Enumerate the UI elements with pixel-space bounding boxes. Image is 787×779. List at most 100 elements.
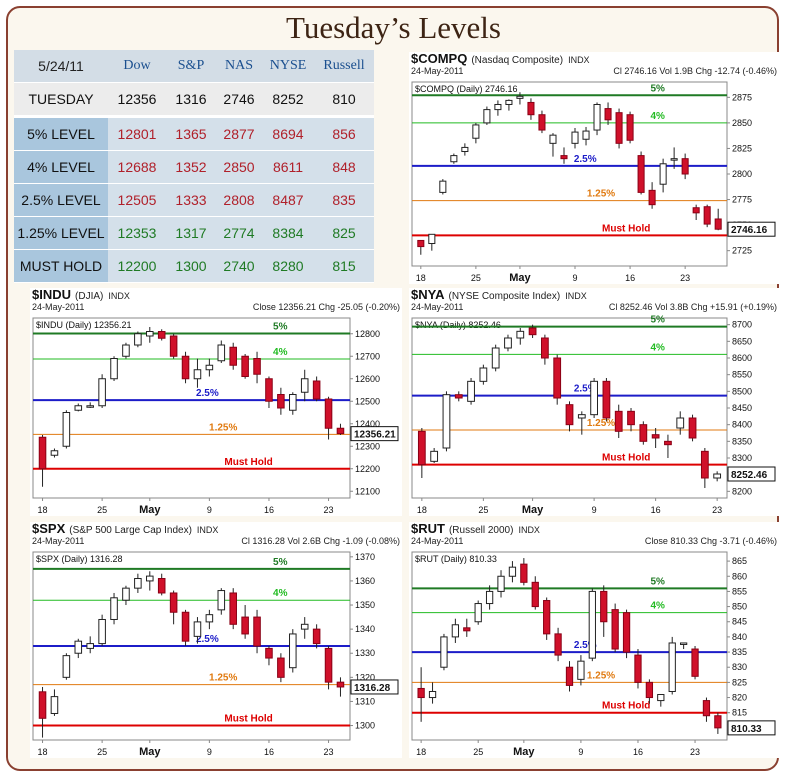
candle	[615, 112, 623, 144]
row-label: 1.25% LEVEL	[14, 216, 108, 250]
candle	[312, 380, 321, 400]
level-label: 2.5%	[196, 634, 219, 645]
chart-nya-svg: $NYA (NYSE Composite Index) INDX 24-May-201…	[411, 288, 777, 516]
table-cell: 1352	[166, 150, 216, 184]
x-tick-label: 16	[625, 273, 635, 283]
y-tick-label: 12500	[355, 396, 380, 406]
y-tick-label: 8400	[732, 420, 752, 430]
candle	[62, 655, 71, 678]
candle	[417, 239, 425, 248]
table-cell: 848	[314, 150, 374, 184]
candle	[229, 346, 237, 366]
candle	[86, 405, 94, 408]
x-tick-label: 16	[651, 505, 661, 515]
chart-info: Close 810.33 Chg -3.71 (-0.46%)	[645, 536, 777, 546]
x-tick-label: May	[522, 504, 544, 516]
row-label: 2.5% LEVEL	[14, 183, 108, 217]
y-tick-label: 860	[732, 571, 747, 581]
chart-info: Close 12356.21 Chg -25.05 (-0.20%)	[253, 302, 400, 312]
candle	[205, 614, 214, 623]
candle	[98, 378, 106, 407]
y-tick-label: 2850	[732, 118, 752, 128]
y-tick-label: 12100	[355, 486, 380, 496]
chart-compq: $COMPQ (Nasdaq Composite) INDX 24-May-2011 C…	[409, 52, 779, 284]
y-tick-label: 1310	[355, 696, 375, 706]
last-value-label: 2746.16	[731, 225, 768, 236]
candle	[312, 628, 321, 645]
candle	[265, 647, 273, 659]
candle	[205, 364, 214, 371]
candle	[614, 410, 623, 432]
candle	[50, 696, 59, 714]
chart-market: INDX	[108, 291, 130, 301]
candle	[627, 410, 635, 426]
candle	[637, 155, 645, 193]
y-tick-label: 8200	[732, 486, 752, 496]
table-cell: 1333	[166, 183, 216, 217]
chart-name: (S&P 500 Large Cap Index)	[69, 525, 192, 536]
x-tick-label: 18	[417, 505, 427, 515]
candle	[670, 158, 678, 161]
table-cell: 2850	[216, 150, 262, 184]
y-tick-label: 12300	[355, 441, 380, 451]
candle	[62, 412, 71, 447]
candle	[277, 657, 285, 678]
x-tick-label: 23	[324, 505, 334, 515]
y-tick-label: 1300	[355, 721, 375, 731]
candle	[157, 578, 166, 594]
level-label: 4%	[650, 342, 665, 353]
table-cell: 810	[314, 82, 374, 117]
candle	[217, 590, 226, 611]
y-tick-label: 815	[732, 708, 747, 718]
candle	[324, 647, 333, 683]
table-cell: 12356	[108, 82, 166, 117]
y-tick-label: 1360	[355, 576, 375, 586]
chart-symbol: $SPX	[32, 522, 66, 536]
candle	[634, 654, 642, 683]
table-cell: 2808	[216, 183, 262, 217]
y-tick-label: 865	[732, 556, 747, 566]
col-header: S&P	[166, 50, 216, 83]
y-tick-label: 8650	[732, 336, 752, 346]
candle	[560, 155, 568, 160]
candle	[651, 434, 660, 439]
table-cell: 2740	[216, 249, 262, 283]
table-cell: 2746	[216, 82, 262, 117]
candle	[691, 648, 699, 677]
candle	[664, 440, 672, 446]
candle	[417, 430, 426, 466]
level-label: 2.5%	[574, 154, 597, 165]
candle	[702, 700, 711, 717]
table-cell: 825	[314, 216, 374, 250]
candle	[253, 616, 261, 647]
candle	[474, 603, 482, 623]
candle	[582, 130, 590, 140]
candle	[324, 398, 333, 429]
chart-legend: $COMPQ (Daily) 2746.16	[415, 84, 518, 94]
table-cell: 12505	[108, 183, 166, 217]
candle	[428, 233, 436, 245]
x-tick-label: 9	[207, 747, 212, 757]
x-tick-label: 16	[633, 747, 643, 757]
chart-market: INDX	[565, 291, 587, 301]
chart-nya: $NYA (NYSE Composite Index) INDX 24-May-201…	[409, 288, 779, 516]
candle	[626, 114, 634, 141]
table-cell: 1365	[166, 115, 216, 151]
candle	[577, 660, 585, 680]
level-label: 5%	[273, 557, 288, 568]
candle	[479, 367, 488, 382]
candle	[622, 612, 631, 653]
level-label: Must Hold	[602, 701, 650, 712]
y-tick-label: 820	[732, 693, 747, 703]
levels-table: 5/24/11 Dow S&P NAS NYSE Russell TUESDAY…	[14, 50, 374, 283]
y-tick-label: 1330	[355, 648, 375, 658]
candle	[181, 611, 190, 642]
candle	[659, 163, 667, 185]
candle	[645, 681, 654, 699]
x-tick-label: 16	[264, 747, 274, 757]
candle	[428, 690, 437, 699]
candle	[504, 337, 512, 349]
chart-symbol: $COMPQ	[411, 52, 467, 66]
candle	[571, 131, 579, 144]
candle	[688, 417, 697, 439]
